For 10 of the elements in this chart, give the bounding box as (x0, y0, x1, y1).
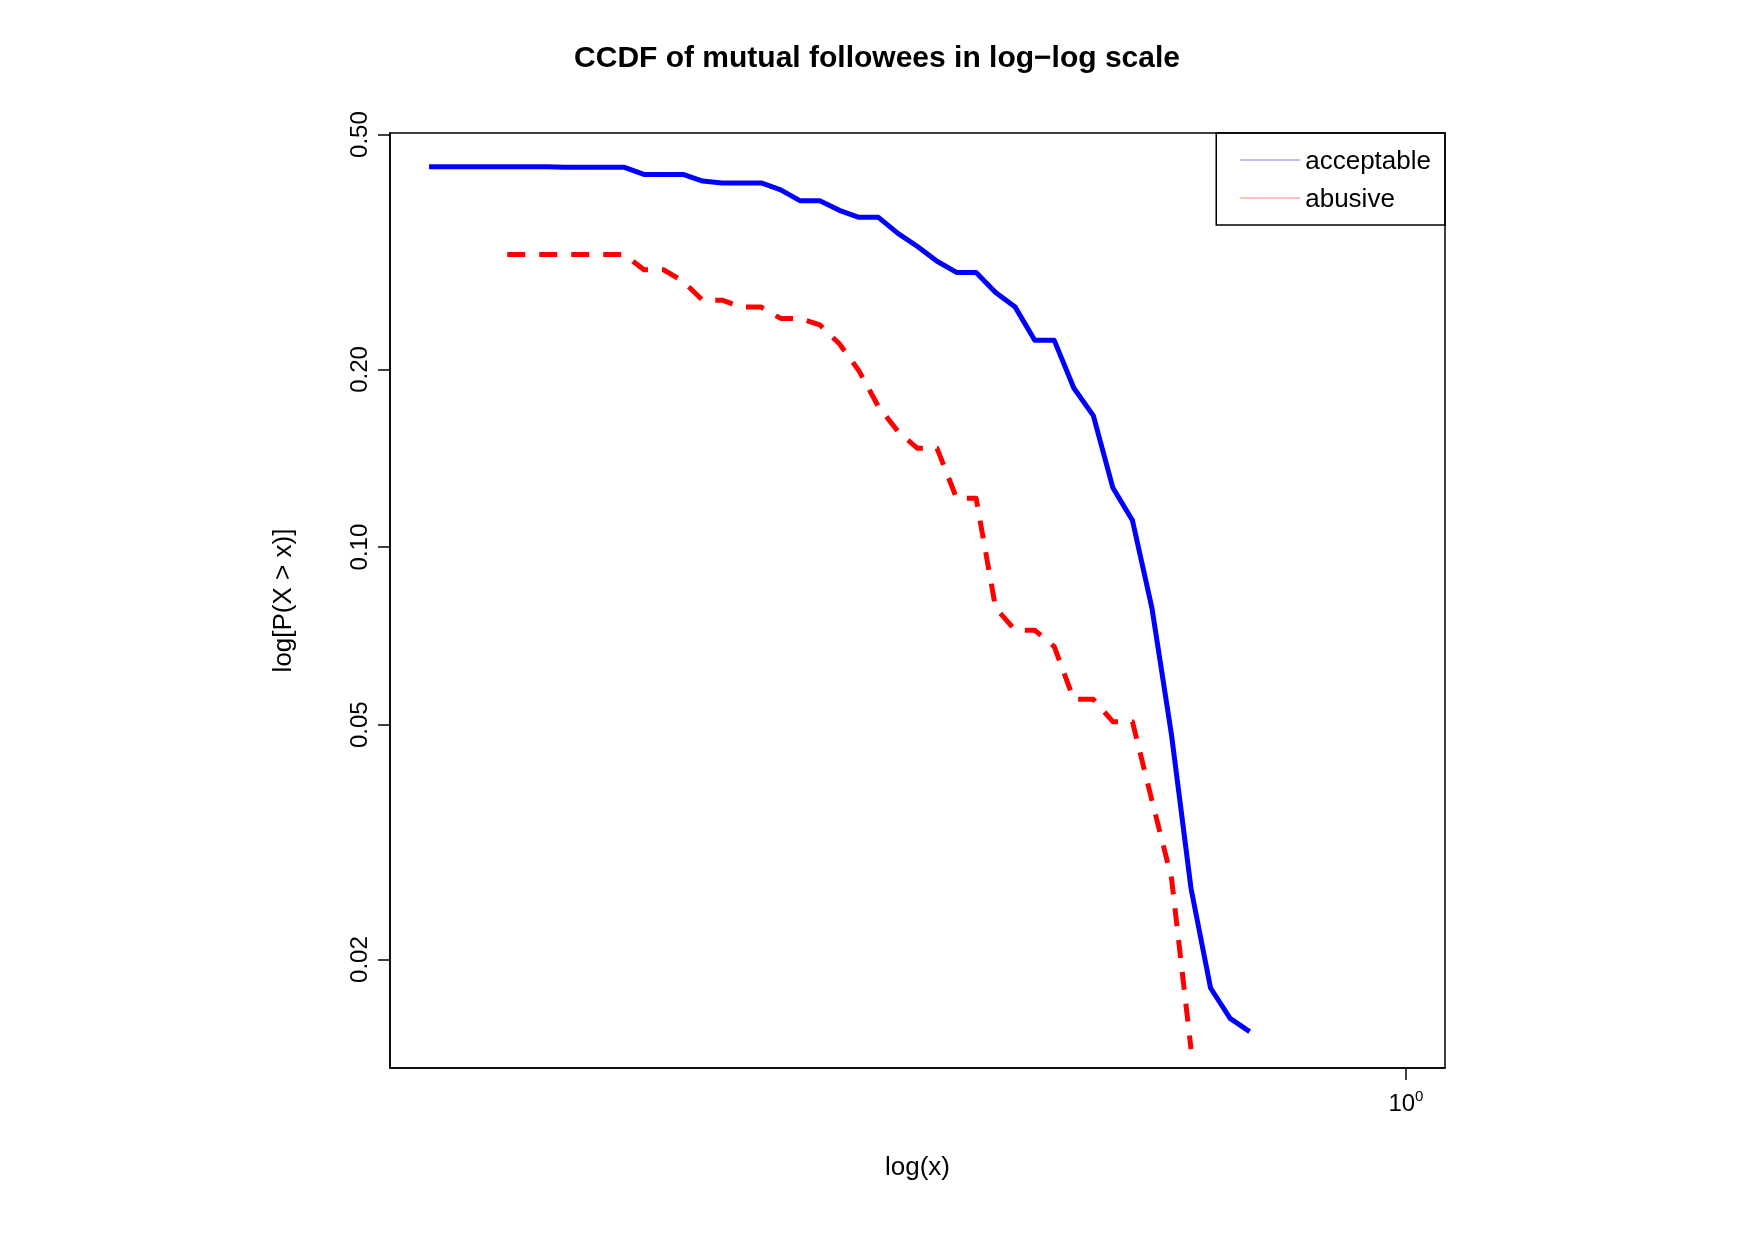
y-tick-label: 0.50 (344, 111, 372, 158)
y-axis-title: log[P(X > x)] (267, 528, 297, 673)
y-tick-label: 0.02 (344, 936, 372, 983)
y-tick-label: 0.05 (344, 701, 372, 749)
legend-label: abusive (1305, 183, 1395, 213)
legend-label: acceptable (1305, 145, 1432, 175)
y-tick-label: 0.20 (344, 346, 372, 393)
x-axis-title: log(x) (884, 1151, 951, 1181)
chart-title: CCDF of mutual followees in log−log scale (574, 39, 1180, 73)
y-tick-label: 0.10 (344, 523, 372, 571)
